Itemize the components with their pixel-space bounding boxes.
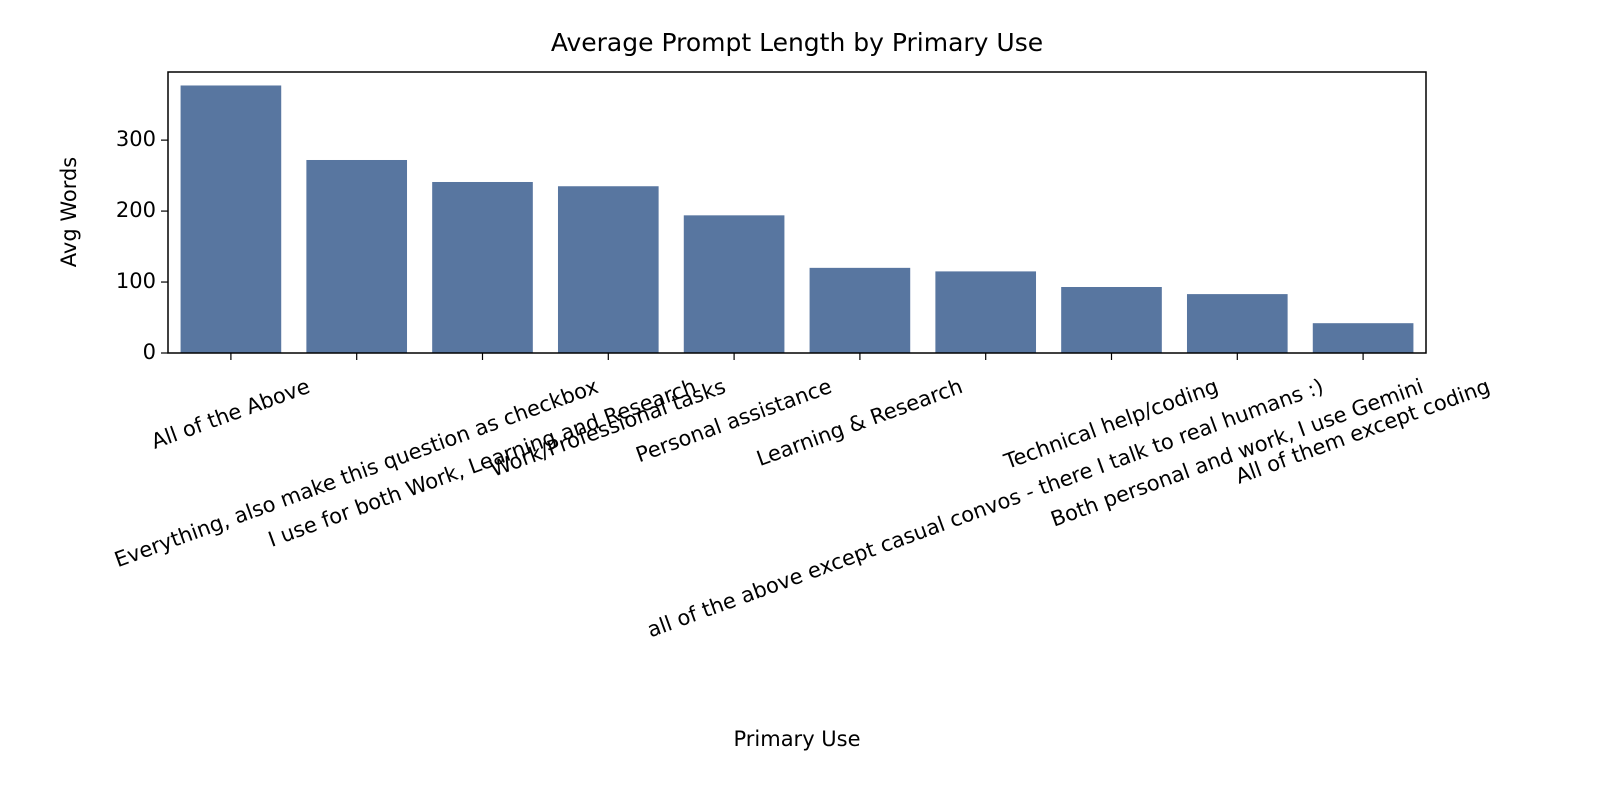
bar [1186,294,1288,353]
bar [683,215,785,353]
x-tick-label: I use for both Work, Learning and Resear… [265,374,699,552]
bar [557,186,659,353]
bar [809,267,911,353]
bar [180,85,282,353]
bar [935,271,1037,353]
y-tick-label: 300 [116,127,156,151]
x-tick-label: Everything, also make this question as c… [111,374,601,572]
bar [1061,287,1162,353]
bar [306,159,408,353]
y-tick-label: 200 [116,198,156,222]
chart-title: Average Prompt Length by Primary Use [551,28,1043,57]
axes-frame [167,71,1427,354]
y-axis-label: Avg Words [57,157,81,268]
bar [432,181,533,353]
y-tick-label: 100 [116,269,156,293]
bar [1312,323,1414,353]
x-tick-label: All of the Above [148,374,313,454]
x-axis-label: Primary Use [733,727,860,751]
y-tick-label: 0 [143,340,156,364]
